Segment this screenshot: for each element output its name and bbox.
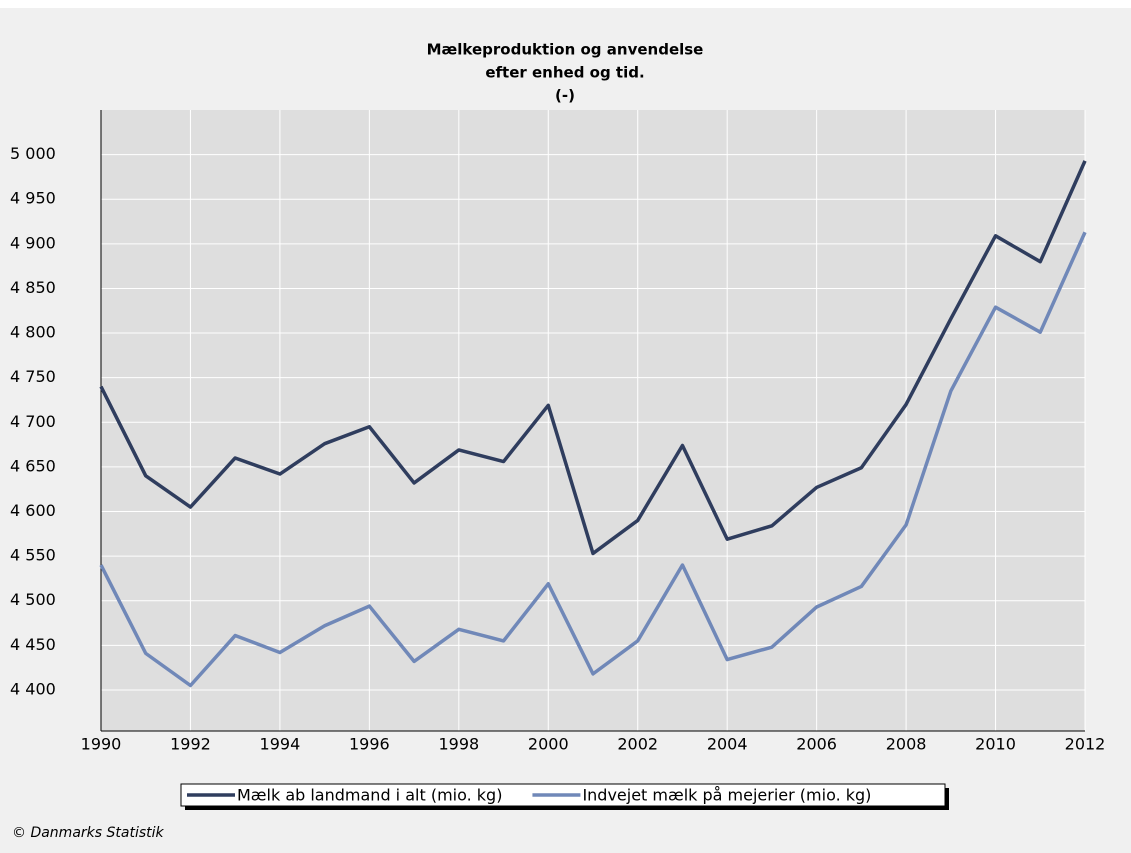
y-tick-label: 4 450 [10,635,56,654]
plot-area [101,110,1085,731]
x-tick-label: 1996 [349,735,390,754]
y-tick-label: 4 500 [10,590,56,609]
chart-title: Mælkeproduktion og anvendelse [427,41,704,59]
x-tick-label: 2012 [1065,735,1106,754]
x-tick-label: 2008 [886,735,927,754]
y-tick-label: 4 600 [10,501,56,520]
source: © Danmarks Statistik [12,825,165,841]
y-tick-label: 4 850 [10,278,56,297]
y-tick-label: 4 950 [10,189,56,208]
series-line [99,160,1087,556]
x-tick-label: 2000 [528,735,569,754]
y-tick-label: 4 550 [10,546,56,565]
y-tick-label: 5 000 [10,144,56,163]
x-tick-label: 1998 [438,735,479,754]
legend-label: Indvejet mælk på mejerier (mio. kg) [582,786,871,805]
y-tick-label: 4 400 [10,679,56,698]
y-tick-label: 4 750 [10,367,56,386]
x-tick-label: 2010 [975,735,1016,754]
x-tick-label: 1990 [81,735,122,754]
x-tick-label: 2004 [707,735,748,754]
x-tick-label: 1994 [260,735,301,754]
y-tick-label: 4 650 [10,456,56,475]
y-tick-label: 4 800 [10,323,56,342]
x-tick-label: 2006 [796,735,837,754]
y-tick-label: 4 900 [10,233,56,252]
legend-label: Mælk ab landmand i alt (mio. kg) [237,786,502,805]
chart-title: efter enhed og tid. [485,64,644,82]
x-tick-label: 1992 [170,735,211,754]
series-line [99,231,1087,688]
x-tick-label: 2002 [617,735,658,754]
y-tick-label: 4 700 [10,412,56,431]
chart-title: (-) [555,87,575,105]
